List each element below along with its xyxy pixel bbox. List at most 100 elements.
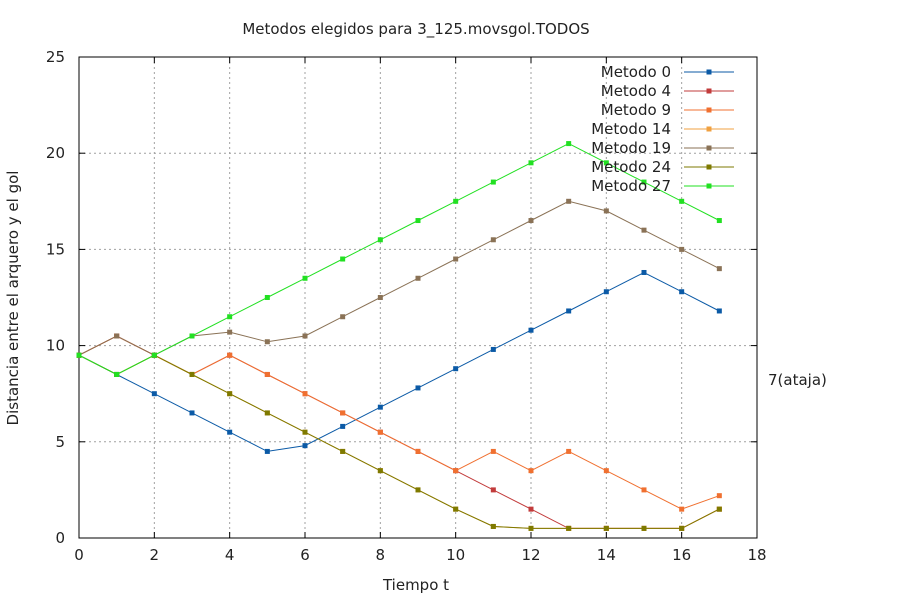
- legend-label: Metodo 19: [591, 139, 671, 157]
- legend-label: Metodo 24: [591, 158, 671, 176]
- legend-label: Metodo 4: [601, 82, 671, 100]
- x-tick-label: 10: [446, 546, 465, 564]
- x-tick-label: 2: [150, 546, 160, 564]
- data-point: [340, 256, 346, 262]
- legend-marker: [706, 183, 712, 189]
- y-axis-label: Distancia entre el arquero y el gol: [4, 171, 22, 426]
- data-point: [415, 448, 421, 454]
- data-point: [151, 352, 157, 358]
- series-line: [78, 335, 720, 510]
- data-point: [377, 468, 383, 474]
- data-point: [189, 371, 195, 377]
- data-point: [227, 391, 233, 397]
- data-point: [453, 256, 459, 262]
- data-point: [566, 308, 572, 314]
- x-tick-label: 4: [225, 546, 235, 564]
- data-point: [264, 371, 270, 377]
- data-point: [716, 506, 722, 512]
- data-point: [114, 371, 120, 377]
- data-point: [264, 339, 270, 345]
- data-point: [679, 246, 685, 252]
- x-axis: 0 2 4 6 8 10 12 14 16 18: [74, 57, 767, 564]
- data-point: [302, 443, 308, 449]
- series-4: [76, 198, 722, 358]
- data-point: [679, 506, 685, 512]
- data-point: [340, 410, 346, 416]
- legend-label: Metodo 27: [591, 177, 671, 195]
- data-point: [603, 289, 609, 295]
- data-point: [603, 160, 609, 166]
- data-point: [528, 525, 534, 531]
- data-point: [264, 295, 270, 300]
- chart-title: Metodos elegidos para 3_125.movsgol.TODO…: [242, 20, 589, 39]
- data-point: [227, 329, 233, 335]
- right-annotation: 7(ataja): [768, 371, 827, 389]
- data-point: [528, 327, 534, 333]
- data-point: [151, 391, 157, 397]
- series-0: [76, 269, 722, 454]
- legend-label: Metodo 9: [601, 101, 671, 119]
- data-point: [415, 218, 421, 224]
- x-tick-label: 14: [597, 546, 616, 564]
- data-point: [641, 525, 647, 531]
- x-tick-label: 18: [747, 546, 766, 564]
- legend-marker: [706, 126, 712, 132]
- x-tick-label: 8: [376, 546, 386, 564]
- series-line: [78, 335, 720, 529]
- legend-label: Metodo 14: [591, 120, 671, 138]
- series-1: [76, 333, 722, 531]
- data-point: [566, 525, 572, 531]
- data-point: [566, 141, 572, 147]
- data-point: [528, 468, 534, 474]
- data-point: [453, 198, 459, 204]
- y-tick-label: 25: [46, 48, 65, 66]
- series-6: [76, 141, 722, 377]
- x-tick-label: 12: [521, 546, 540, 564]
- data-point: [641, 269, 647, 275]
- data-point: [189, 333, 195, 339]
- data-point: [415, 487, 421, 493]
- x-tick-label: 6: [300, 546, 310, 564]
- legend-marker: [706, 145, 712, 151]
- data-point: [377, 429, 383, 435]
- data-point: [340, 423, 346, 429]
- data-point: [490, 523, 496, 529]
- legend-marker: [706, 88, 712, 94]
- legend-label: Metodo 0: [601, 63, 671, 81]
- y-tick-label: 5: [55, 433, 65, 451]
- data-point: [490, 448, 496, 454]
- data-point: [566, 198, 572, 204]
- series-line: [78, 143, 720, 376]
- y-tick-label: 0: [55, 529, 65, 547]
- y-axis: 0 5 10 15 20 25: [46, 48, 757, 547]
- data-point: [490, 487, 496, 493]
- data-point: [377, 237, 383, 243]
- data-point: [490, 346, 496, 352]
- data-point: [453, 468, 459, 474]
- data-point: [716, 218, 722, 224]
- data-point: [189, 410, 195, 416]
- data-point: [377, 404, 383, 410]
- data-point: [302, 429, 308, 435]
- data-point: [302, 333, 308, 339]
- data-point: [679, 525, 685, 531]
- data-point: [528, 160, 534, 166]
- data-point: [227, 314, 233, 320]
- data-point: [415, 385, 421, 391]
- legend-marker: [706, 107, 712, 113]
- data-point: [227, 429, 233, 435]
- data-point: [679, 198, 685, 204]
- series-line: [78, 200, 720, 356]
- data-point: [264, 448, 270, 454]
- data-point: [716, 266, 722, 272]
- x-tick-label: 0: [74, 546, 84, 564]
- data-point: [264, 410, 270, 416]
- data-point: [227, 352, 233, 358]
- x-tick-label: 16: [672, 546, 691, 564]
- data-point: [641, 227, 647, 233]
- legend-marker: [706, 69, 712, 75]
- data-point: [302, 275, 308, 281]
- data-point: [377, 295, 383, 300]
- data-point: [716, 308, 722, 314]
- data-point: [114, 333, 120, 339]
